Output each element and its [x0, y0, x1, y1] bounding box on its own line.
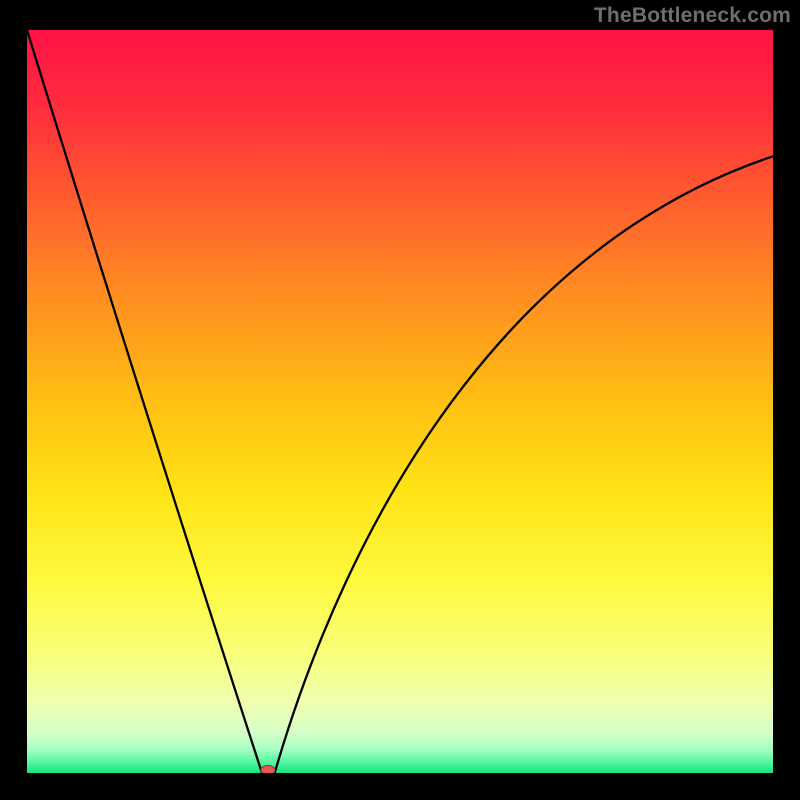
bottleneck-curve-left [27, 30, 262, 773]
optimum-marker [261, 765, 275, 773]
bottleneck-curve-right [275, 156, 773, 773]
curve-layer [27, 30, 773, 773]
chart-container: TheBottleneck.com [0, 0, 800, 800]
plot-area [27, 30, 773, 773]
watermark-text: TheBottleneck.com [594, 4, 791, 28]
